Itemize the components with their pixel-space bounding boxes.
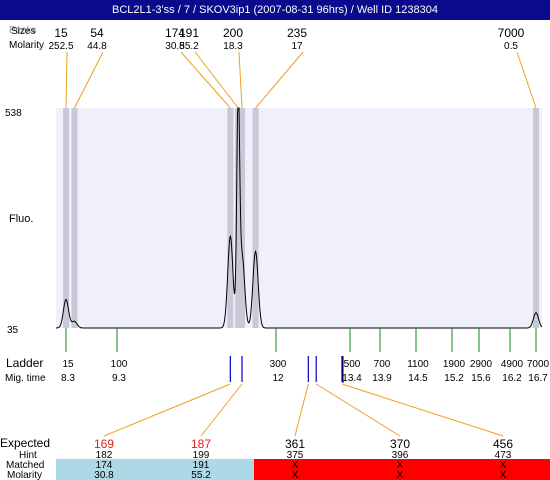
molarity-row-label: Molarity <box>9 40 44 51</box>
ladder-time-label: 12 <box>272 373 284 384</box>
hint-label: 375 <box>287 450 304 461</box>
peak-band <box>239 108 246 328</box>
matched-label: 174 <box>96 460 113 471</box>
peak-size-label: 15 <box>54 26 68 40</box>
unmatched-cell <box>254 459 550 480</box>
peak-size-label: 7000 <box>498 26 525 40</box>
peak-molarity-label: 17 <box>291 41 303 52</box>
hint-label: 199 <box>193 450 210 461</box>
peak-callout-line <box>238 51 243 109</box>
matched-label: X <box>397 460 404 471</box>
matched-molarity-label: X <box>292 470 299 480</box>
matched-cell <box>56 459 254 480</box>
peak-band <box>533 108 539 328</box>
peak-callout-line <box>74 51 104 109</box>
expected-size-label: 361 <box>285 437 305 451</box>
peak-molarity-label: 18.3 <box>223 41 243 52</box>
ladder-time-label: 15.2 <box>444 373 464 384</box>
peak-band <box>235 108 242 328</box>
peak-callout-line <box>516 51 537 109</box>
ladder-size-label: 700 <box>374 359 391 370</box>
hint-label: 182 <box>96 450 113 461</box>
matched-molarity-label: X <box>397 470 404 480</box>
ladder-time-label: 9.3 <box>112 373 126 384</box>
mig-time-row-label: Mig. time <box>5 373 46 384</box>
ladder-size-label: 1900 <box>443 359 466 370</box>
matched-molarity-label: X <box>500 470 507 480</box>
expected-size-label: 169 <box>94 437 114 451</box>
peak-band <box>63 108 69 328</box>
expected-callout-line <box>315 383 401 437</box>
peak-band <box>252 108 259 328</box>
peak-callout-line <box>255 51 304 109</box>
hint-label: 473 <box>495 450 512 461</box>
peak-callout-line <box>194 51 239 109</box>
ladder-size-label: 4900 <box>501 359 524 370</box>
peak-size-label: 174 <box>165 26 185 40</box>
peak-size-label: 235 <box>287 26 307 40</box>
peak-size-label: 191 <box>179 26 199 40</box>
expected-callout-line <box>103 383 231 437</box>
ladder-row-label: Ladder <box>6 356 43 370</box>
y-axis-label: Fluo. <box>9 213 33 225</box>
plot-background <box>56 108 542 328</box>
title-bar: BCL2L1-3'ss / 7 / SKOV3ip1 (2007-08-31 9… <box>0 0 550 20</box>
ladder-time-label: 16.7 <box>528 373 548 384</box>
expected-size-label: 370 <box>390 437 410 451</box>
peak-band <box>227 108 234 328</box>
matched-label: 191 <box>193 460 210 471</box>
peaks-row-label: Peaks <box>9 25 37 36</box>
ladder-size-label: 7000 <box>527 359 550 370</box>
molarity-bottom-row-label: Molarity <box>7 470 42 480</box>
expected-callout-line <box>200 383 243 437</box>
matched-label: X <box>292 460 299 471</box>
peak-molarity-label: 252.5 <box>48 41 73 52</box>
size-row-label: Sizes <box>11 26 35 37</box>
peak-callout-line <box>180 51 231 109</box>
ladder-time-label: 13.9 <box>372 373 392 384</box>
fluorescence-trace <box>56 107 543 329</box>
expected-size-label: 187 <box>191 437 211 451</box>
expected-callout-line <box>341 383 504 437</box>
peak-molarity-label: 44.8 <box>87 41 107 52</box>
expected-size-label: 456 <box>493 437 513 451</box>
ladder-size-label: 500 <box>344 359 361 370</box>
matched-row-label: Matched <box>6 460 44 471</box>
hint-row-label: Hint <box>19 450 37 461</box>
hint-label: 396 <box>392 450 409 461</box>
ladder-time-label: 8.3 <box>61 373 75 384</box>
ladder-time-label: 14.5 <box>408 373 428 384</box>
matched-molarity-label: 30.8 <box>94 470 114 480</box>
peak-size-label: 54 <box>90 26 104 40</box>
ladder-size-label: 100 <box>111 359 128 370</box>
peak-size-label: 200 <box>223 26 243 40</box>
peak-molarity-label: 0.5 <box>504 41 518 52</box>
ladder-size-label: 15 <box>62 359 74 370</box>
expected-row-label: Expected <box>0 436 50 450</box>
expected-callout-line <box>294 383 309 437</box>
ladder-size-label: 1100 <box>407 359 429 370</box>
ladder-size-label: 2900 <box>470 359 493 370</box>
y-axis-top-label: 538 <box>5 108 22 119</box>
y-axis-bottom-label: 35 <box>7 325 19 336</box>
matched-molarity-label: 55.2 <box>191 470 211 480</box>
peak-band <box>71 108 78 328</box>
ladder-size-label: 300 <box>270 359 287 370</box>
peak-molarity-label: 30.8 <box>165 41 185 52</box>
matched-label: X <box>500 460 507 471</box>
peak-callout-line <box>65 51 68 109</box>
ladder-time-label: 15.6 <box>471 373 491 384</box>
ladder-time-label: 13.4 <box>342 373 362 384</box>
ladder-time-label: 16.2 <box>502 373 522 384</box>
peak-molarity-label: 55.2 <box>179 41 199 52</box>
